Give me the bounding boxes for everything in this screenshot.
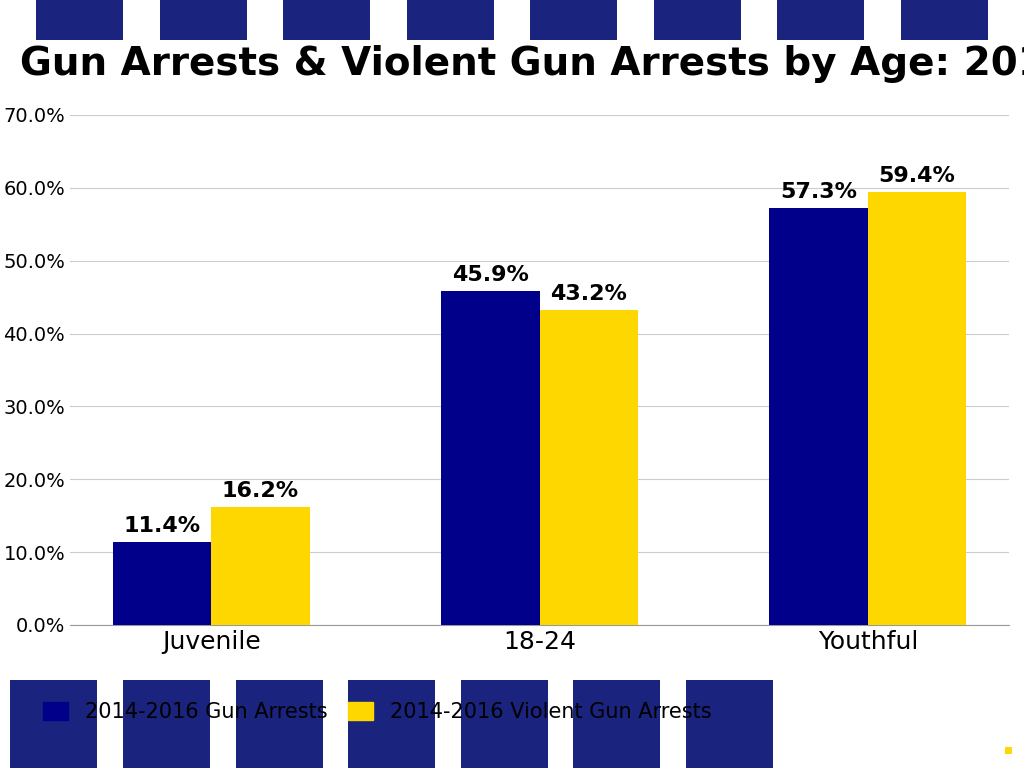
Bar <box>10 680 97 768</box>
Bar <box>236 680 323 768</box>
Text: 43.2%: 43.2% <box>550 284 627 304</box>
Bar <box>573 680 660 768</box>
Bar <box>769 207 867 625</box>
Bar <box>123 680 210 768</box>
Bar <box>777 0 864 40</box>
Bar <box>284 0 371 40</box>
Bar <box>461 680 548 768</box>
Text: 59.4%: 59.4% <box>879 167 955 187</box>
Text: 16.2%: 16.2% <box>222 481 299 502</box>
Bar <box>653 0 740 40</box>
Text: THE UNIVERSITY OF: THE UNIVERSITY OF <box>850 700 952 710</box>
Bar <box>441 290 540 625</box>
Text: 57.3%: 57.3% <box>780 182 857 202</box>
Text: .: . <box>1001 724 1017 763</box>
Text: 45.9%: 45.9% <box>452 265 528 285</box>
Bar <box>113 542 211 625</box>
Bar <box>160 0 247 40</box>
Bar <box>348 680 435 768</box>
Bar <box>900 0 987 40</box>
Bar <box>540 310 638 625</box>
Text: Gun Arrests & Violent Gun Arrests by Age: 2014-2016: Gun Arrests & Violent Gun Arrests by Age… <box>20 45 1024 83</box>
Text: 11.4%: 11.4% <box>123 516 201 536</box>
Bar <box>211 507 309 625</box>
Bar <box>530 0 617 40</box>
Bar <box>37 0 124 40</box>
Bar <box>407 0 494 40</box>
Bar <box>867 192 967 625</box>
Text: MEMPHIS: MEMPHIS <box>845 727 1008 756</box>
Legend: 2014-2016 Gun Arrests, 2014-2016 Violent Gun Arrests: 2014-2016 Gun Arrests, 2014-2016 Violent… <box>43 702 712 722</box>
Bar <box>686 680 773 768</box>
